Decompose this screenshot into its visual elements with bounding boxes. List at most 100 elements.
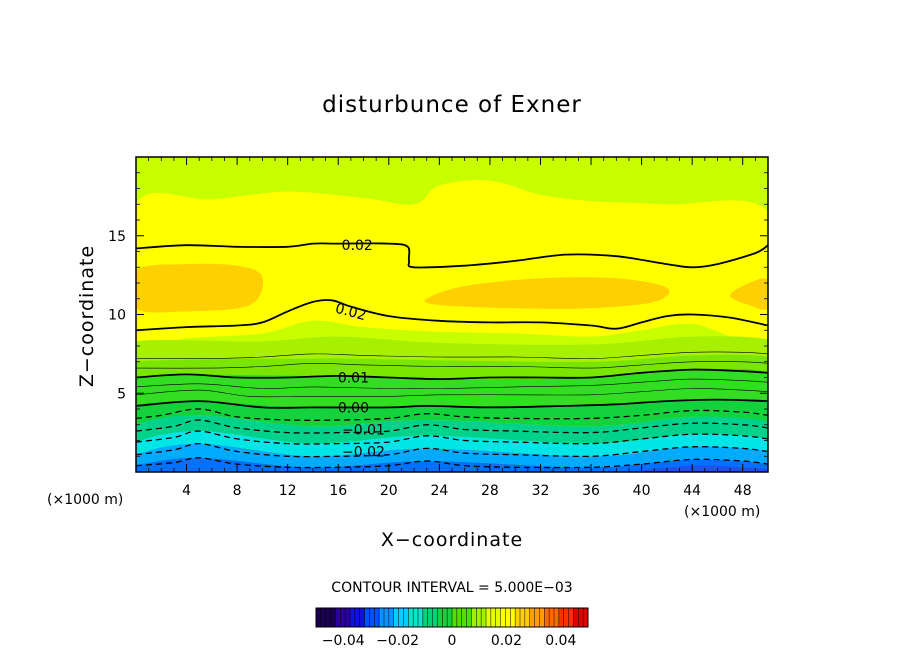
x-axis-unit-right: (×1000 m) [684,504,760,520]
fill-band-8 [136,398,768,427]
contour-line-10 [136,430,768,445]
colorbar-swatch [476,608,482,627]
x-tick-label: 20 [380,483,398,499]
colorbar-swatch [510,608,516,627]
contour-line-3 [136,361,768,369]
colorbar-swatch [500,608,506,627]
colorbar-swatch [422,608,429,627]
colorbar-tick-label: 0.04 [545,633,576,649]
colorbar-swatch [320,608,327,627]
contour-label-group-2: 0.01 [338,371,369,387]
fill-band-5 [136,336,768,363]
y-tick-label: 5 [117,386,126,402]
fill-band-13 [639,465,768,472]
contour-interval-label: CONTOUR INTERVAL = 5.000E−03 [331,580,572,596]
colorbar-swatch [452,608,458,627]
x-tick-label: 12 [279,483,297,499]
colorbar-swatch [539,608,545,627]
contour-line-0 [136,242,768,269]
x-axis-title: X−coordinate [381,529,523,551]
contour-label: −0.02 [342,445,385,461]
colorbar-swatch [340,608,346,627]
colorbar-tick-label: 0 [448,633,457,649]
fill-band-11 [136,443,768,468]
contour-line-4 [136,368,768,381]
contour-line-8 [136,408,768,421]
colorbar-swatch [481,608,487,627]
colorbar-swatch [364,608,370,627]
colorbar-swatch [505,608,511,627]
fill-band-0 [136,157,768,199]
x-tick-label: 16 [329,483,347,499]
fill-band-3 [424,277,670,309]
colorbar-swatch [515,608,521,627]
contour-labels: 0.02 0.02 0.01 0.00 −0.01 −0.02 [334,238,385,461]
colorbar-swatch [456,608,463,627]
fill-band-10 [136,431,768,457]
colorbar-swatch [471,608,477,627]
x-tick-label: 40 [633,483,651,499]
colorbar-swatch [398,608,404,627]
contour-label: 0.01 [338,371,369,387]
colorbar-swatch [442,608,448,627]
contour-label-group-0: 0.02 [342,238,373,254]
colorbar-swatch [573,608,579,627]
contour-label-group-3: 0.00 [338,400,369,416]
colorbar-swatch [384,608,390,627]
x-tick-label: 8 [233,483,242,499]
contour-label-group-1: 0.02 [334,301,368,325]
contour-label: 0.00 [338,400,369,416]
x-tick-label: 44 [683,483,701,499]
colorbar-swatch [437,608,443,627]
y-axis-title: Z−coordinate [76,245,98,387]
x-tick-label: 48 [734,483,752,499]
x-tick-label: 28 [481,483,499,499]
colorbar-swatch [359,608,365,627]
colorbar-swatch [466,608,472,627]
colorbar-swatch [345,608,351,627]
x-tick-label: 32 [532,483,550,499]
colorbar-swatch [413,608,419,627]
x-tick-label: 24 [430,483,448,499]
contour-label: −0.01 [342,423,385,439]
colorbar-swatch [563,608,569,627]
y-tick-label: 10 [108,308,126,324]
fill-band-2 [136,263,264,313]
x-tick-label: 36 [582,483,600,499]
contour-label-group-4: −0.01 [342,423,385,439]
contour-line-1 [136,299,768,332]
colorbar-swatch [520,608,526,627]
colorbar-swatch [325,608,331,627]
x-axis-unit-left: (×1000 m) [47,492,123,508]
colorbar-swatch [393,608,399,627]
contour-line-11 [136,442,768,458]
colorbar-tick-label: −0.02 [376,633,419,649]
colorbar-swatch [403,608,409,627]
colorbar-swatch [350,608,356,627]
colorbar-swatch [432,608,438,627]
colorbar-tick-label: 0.02 [491,633,522,649]
contour-line-2 [136,351,768,360]
colorbar-swatch [461,608,467,627]
contour-line-12 [136,457,768,469]
colorbar-swatch [447,608,453,627]
colorbar-swatch [427,608,433,627]
contour-line-6 [136,388,768,398]
colorbar-swatch [418,608,424,627]
colorbar-swatch [379,608,385,627]
plot-area: 0.02 0.02 0.01 0.00 −0.01 −0.02 4 8 12 16 20 24 28 3… [108,156,769,499]
contour-line-9 [136,419,768,434]
colorbar-swatch [369,608,375,627]
fill-band-6 [136,354,768,380]
colorbar-swatch [558,608,565,627]
contour-line-5 [136,378,768,390]
colorbar-swatch [578,608,584,627]
chart-title: disturbunce of Exner [322,92,582,118]
colorbar-swatch [490,608,497,627]
colorbar-swatch [316,608,322,627]
colorbar: −0.04 −0.02 0 0.02 0.04 [315,607,589,649]
colorbar-swatch [354,608,361,627]
colorbar-swatch [335,608,341,627]
